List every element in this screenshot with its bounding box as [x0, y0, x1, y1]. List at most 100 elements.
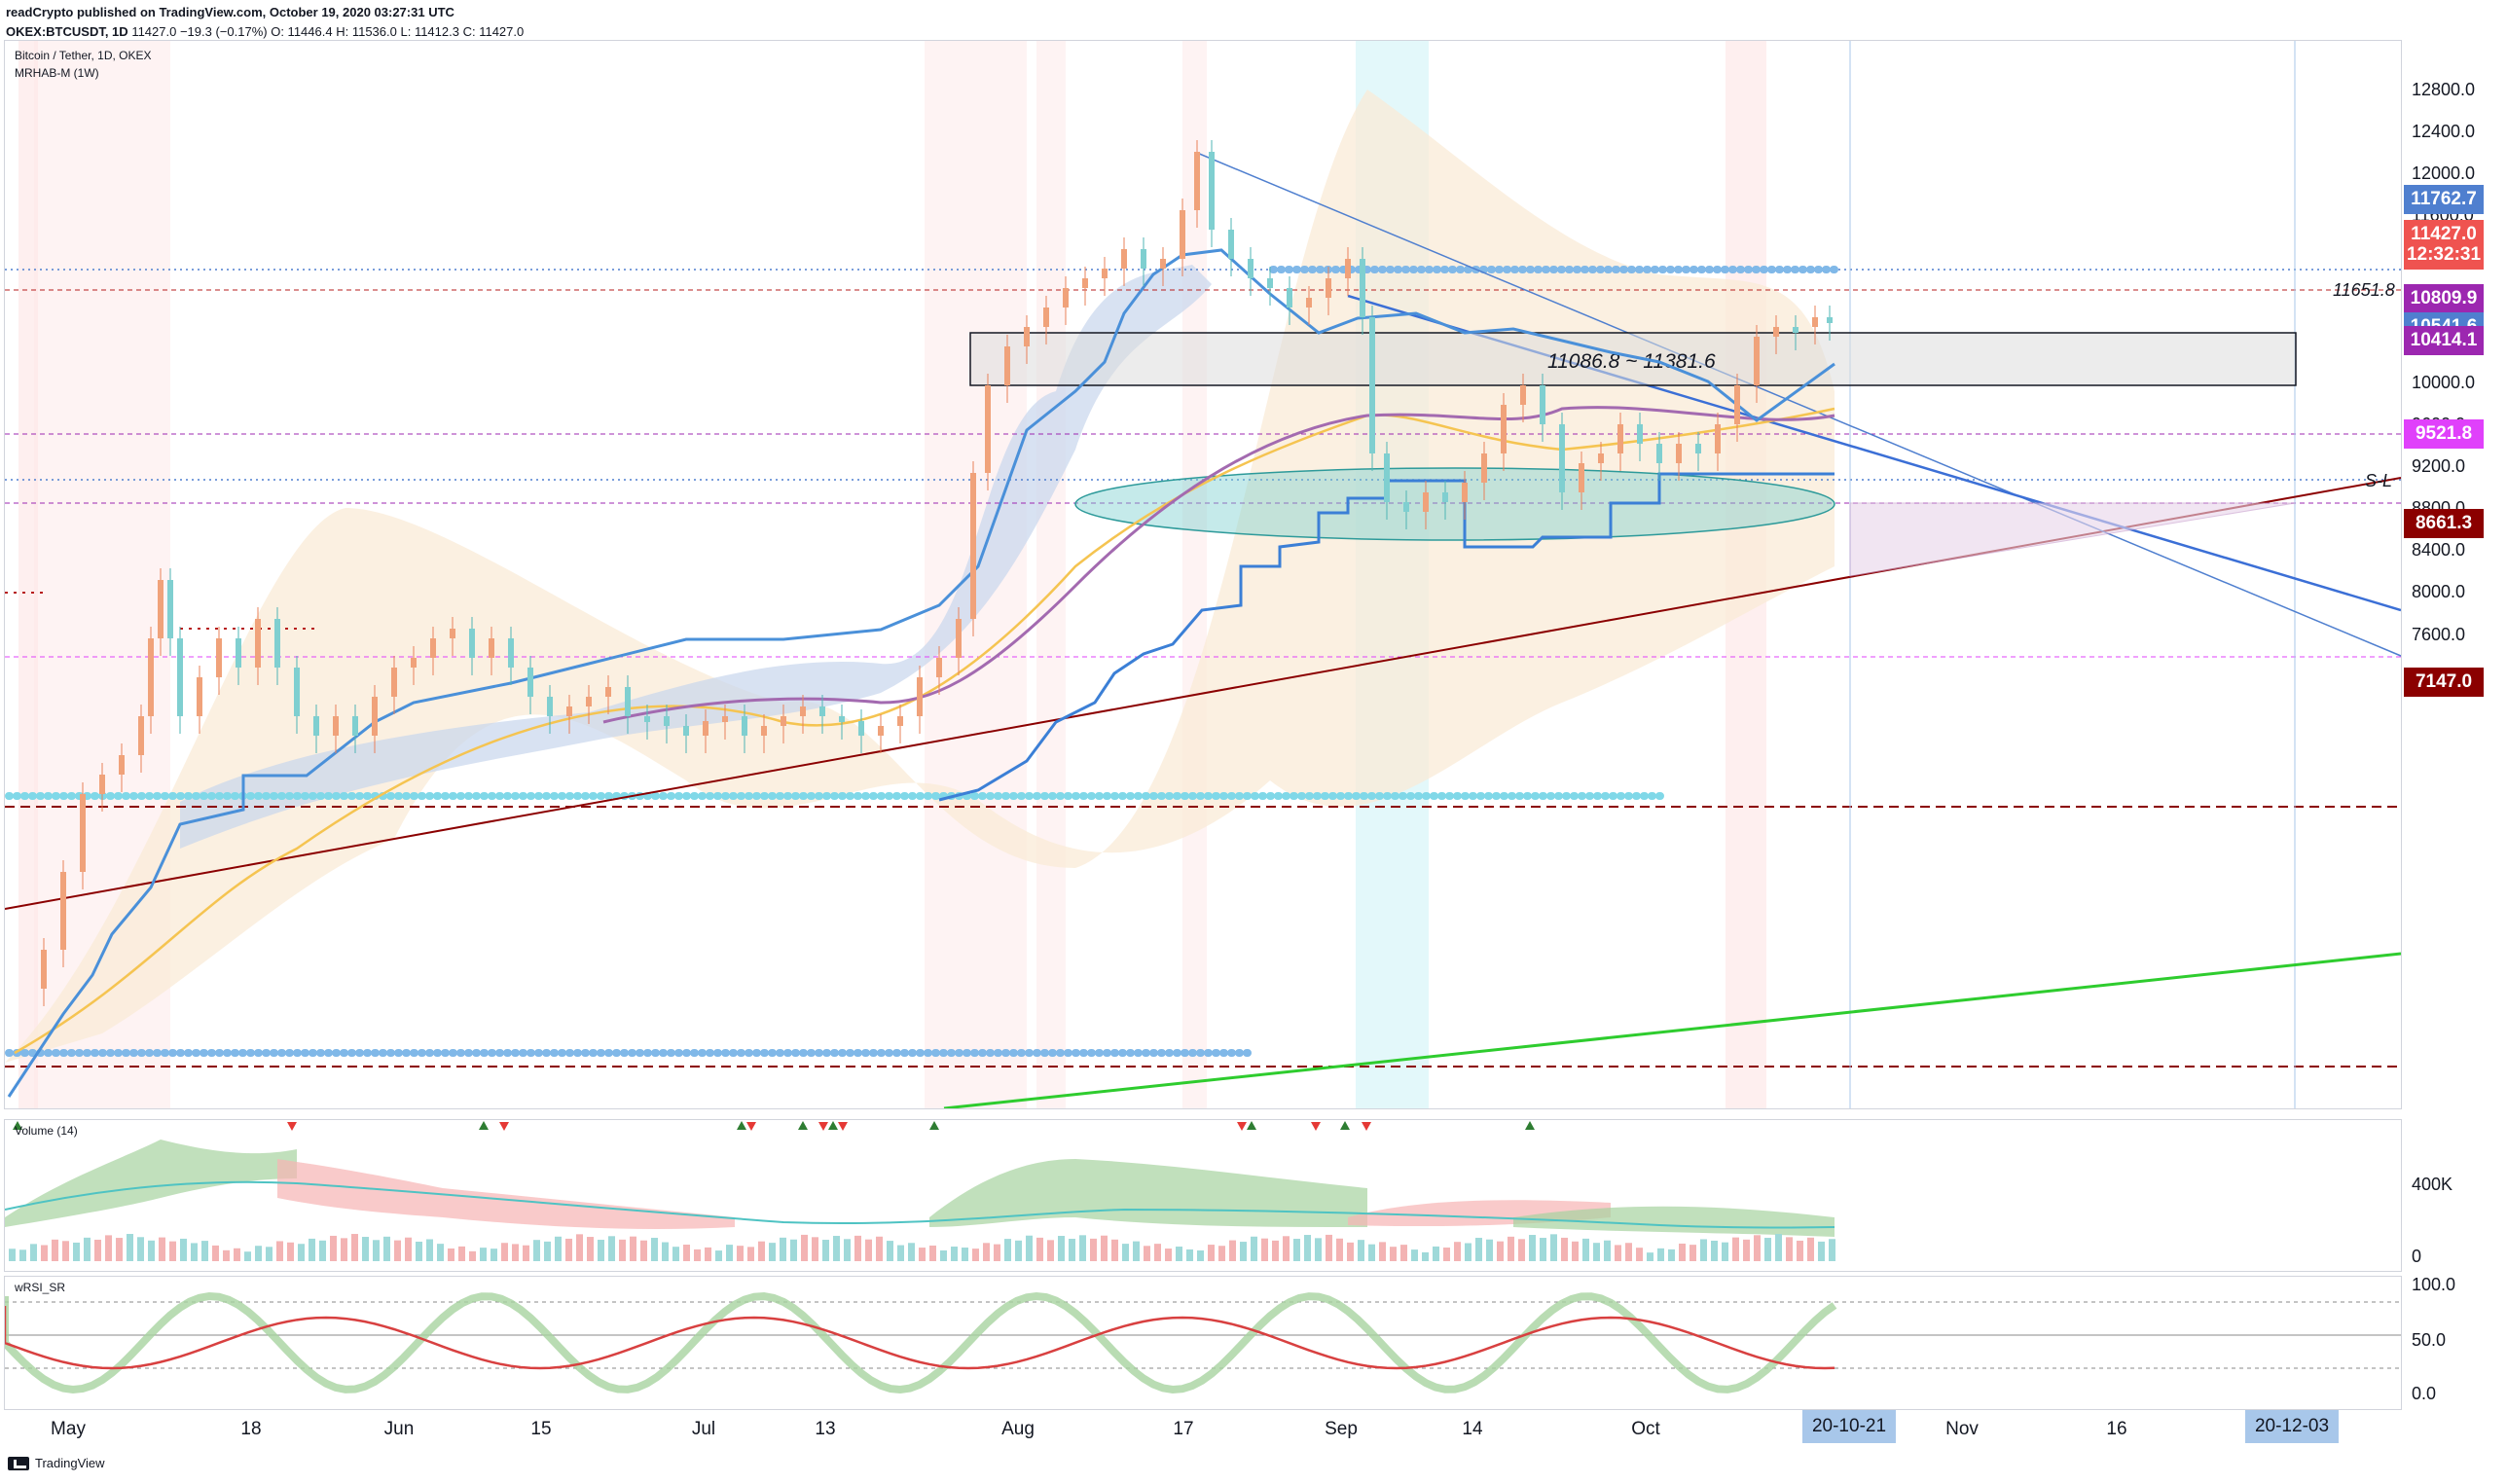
candle-body	[761, 726, 767, 736]
volume-bar	[1561, 1237, 1568, 1261]
trend-ribbon	[180, 265, 1212, 849]
volume-bar	[212, 1245, 219, 1261]
candle-body	[1248, 259, 1254, 278]
volume-bar	[1315, 1238, 1322, 1261]
candle-body	[722, 716, 728, 722]
candle-body	[1360, 259, 1365, 317]
candle-body	[1160, 259, 1166, 269]
candle-body	[956, 619, 962, 658]
volume-bar	[1732, 1237, 1739, 1261]
volume-bar	[1218, 1246, 1225, 1261]
volume-bar	[576, 1234, 583, 1261]
volume-bar	[951, 1247, 958, 1261]
volume-bar	[1058, 1236, 1065, 1261]
volume-bar	[812, 1237, 818, 1261]
volume-bar	[416, 1241, 422, 1261]
candle-body	[625, 687, 631, 716]
rsi-signal-line	[5, 1306, 1835, 1370]
volume-bar	[405, 1237, 412, 1261]
candle-body	[605, 687, 611, 697]
candle-body	[1403, 502, 1409, 512]
rsi-pane[interactable]: wRSI_SR	[4, 1276, 2402, 1410]
ma-blue	[7, 248, 1835, 1098]
volume-bar	[1133, 1241, 1140, 1261]
volume-bar	[1261, 1238, 1268, 1261]
main-legend-indicator[interactable]: MRHAB-M (1W)	[15, 66, 99, 80]
candle-body	[1121, 249, 1127, 269]
volume-bar	[1572, 1241, 1579, 1261]
volume-bar	[1593, 1243, 1600, 1261]
price-axis-label: 12400.0	[2412, 122, 2476, 142]
volume-bar	[469, 1250, 476, 1261]
range-box	[969, 332, 2297, 386]
volume-bar	[640, 1240, 647, 1261]
candle-body	[1656, 444, 1662, 463]
volume-bar	[330, 1235, 337, 1261]
volume-bar	[1154, 1244, 1161, 1261]
volume-legend[interactable]: Volume (14)	[15, 1124, 78, 1138]
volume-bar	[983, 1243, 990, 1261]
candle-body	[60, 872, 66, 950]
candle-body	[1004, 346, 1010, 385]
volume-bar	[565, 1238, 572, 1261]
volume-bar	[1026, 1235, 1033, 1261]
volume-bar	[1540, 1238, 1546, 1261]
volume-bar	[490, 1249, 497, 1261]
volume-bar	[1754, 1235, 1761, 1261]
brand-text: TradingView	[35, 1456, 105, 1470]
rsi-chart[interactable]	[5, 1277, 2401, 1409]
volume-bar	[1465, 1243, 1472, 1261]
volume-bar	[662, 1242, 669, 1261]
volume-bar	[1454, 1242, 1461, 1261]
volume-bar	[319, 1240, 326, 1261]
volume-bar	[822, 1240, 829, 1261]
candle-body	[819, 706, 825, 716]
volume-bar	[769, 1243, 776, 1261]
volume-bar	[234, 1248, 240, 1261]
price-pane[interactable]: 11086.8 ~ 11381.6 11651.8 S-L Bitcoin / …	[4, 40, 2402, 1109]
rsi-legend[interactable]: wRSI_SR	[15, 1281, 66, 1294]
volume-pane[interactable]: Volume (14)	[4, 1119, 2402, 1272]
volume-bar	[1293, 1239, 1300, 1261]
sell-marker	[1362, 1122, 1371, 1131]
volume-bar	[619, 1239, 626, 1261]
volume-bar	[587, 1237, 594, 1261]
price-chart[interactable]: 11086.8 ~ 11381.6 11651.8 S-L	[5, 41, 2401, 1108]
candlestick-series[interactable]	[41, 140, 1833, 1006]
volume-bar	[919, 1248, 926, 1261]
volume-bar	[191, 1243, 198, 1261]
time-label: 14	[1462, 1419, 1483, 1439]
candle-body	[1501, 405, 1507, 453]
volume-bar	[1336, 1238, 1343, 1261]
time-label: Jul	[691, 1419, 716, 1439]
volume-bar	[1475, 1238, 1482, 1261]
volume-bar	[512, 1244, 519, 1261]
candle-body	[1462, 483, 1468, 502]
support-ellipse	[1074, 467, 1835, 541]
ma-purple	[602, 406, 1835, 724]
volume-bar	[672, 1247, 679, 1261]
volume-bar	[1411, 1249, 1418, 1261]
candle-body	[216, 638, 222, 677]
volume-bar	[1422, 1251, 1429, 1261]
price-tag: 10414.1	[2404, 325, 2484, 355]
candle-body	[450, 629, 455, 638]
volume-bar	[1390, 1247, 1397, 1261]
volume-bar	[897, 1245, 904, 1261]
price-axis-label: 12800.0	[2412, 80, 2476, 99]
footer-brand[interactable]: TradingView	[8, 1456, 105, 1470]
candle-body	[703, 721, 708, 736]
volume-bar	[929, 1245, 936, 1261]
volume-chart[interactable]	[5, 1120, 2401, 1271]
buy-marker	[1247, 1121, 1256, 1130]
volume-band-red	[277, 1159, 735, 1229]
time-label: 13	[815, 1419, 836, 1439]
candle-body	[489, 638, 494, 658]
volume-bar	[1251, 1236, 1257, 1261]
candle-body	[664, 716, 670, 726]
volume-bar	[598, 1240, 604, 1261]
candle-body	[197, 677, 202, 716]
volume-bar	[276, 1241, 283, 1261]
volume-bar	[52, 1239, 58, 1261]
volume-bar	[137, 1237, 144, 1261]
